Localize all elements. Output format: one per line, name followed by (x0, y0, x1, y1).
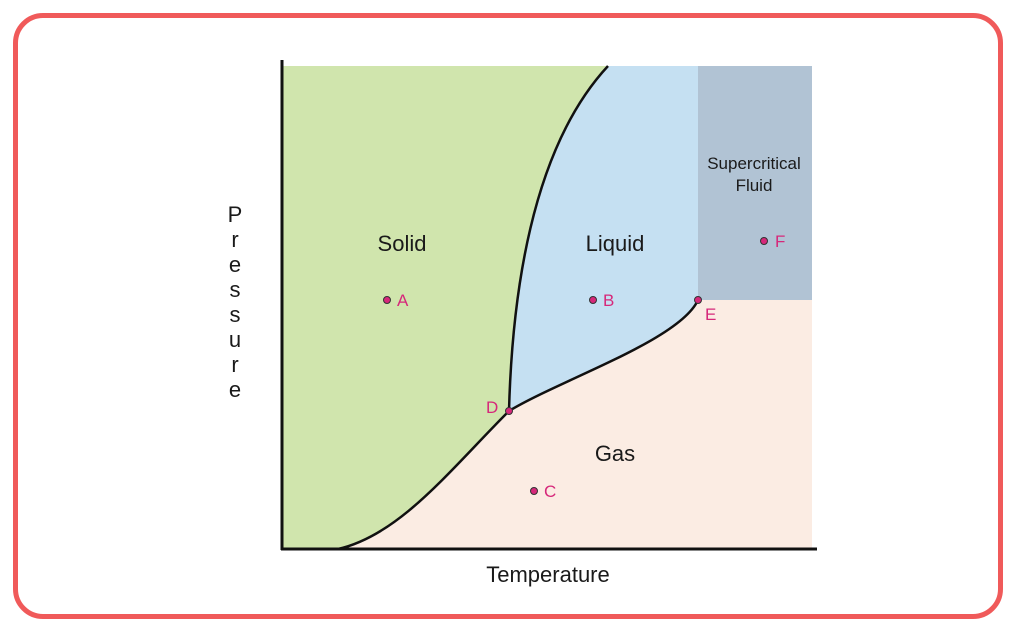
point-b-marker (589, 296, 597, 304)
x-axis-label: Temperature (486, 562, 610, 587)
point-a-label: A (397, 291, 409, 310)
y-axis-letter: u (229, 327, 241, 352)
solid-label: Solid (378, 231, 427, 256)
y-axis-label: P r e s s u r e (228, 202, 243, 402)
y-axis-letter: s (230, 302, 241, 327)
point-e-marker (694, 296, 702, 304)
point-a-marker (383, 296, 391, 304)
point-c-marker (530, 487, 538, 495)
solid-gas-boundary (337, 410, 510, 551)
liquid-label: Liquid (586, 231, 645, 256)
point-d-label: D (486, 398, 498, 417)
y-axis-letter: P (228, 202, 243, 227)
supercritical-label-line1: Supercritical (707, 154, 801, 173)
supercritical-label-line2: Fluid (736, 176, 773, 195)
y-axis-letter: e (229, 252, 241, 277)
point-d-marker (505, 407, 513, 415)
y-axis-letter: r (231, 352, 238, 377)
point-f-marker (760, 237, 768, 245)
solid-region (282, 66, 608, 549)
y-axis-letter: e (229, 377, 241, 402)
point-b-label: B (603, 291, 614, 310)
y-axis-letter: s (230, 277, 241, 302)
solid-liquid-boundary (507, 65, 609, 412)
gas-label: Gas (595, 441, 635, 466)
supercritical-region (698, 66, 812, 300)
liquid-region (509, 66, 698, 411)
point-e-label: E (705, 305, 716, 324)
point-c-label: C (544, 482, 556, 501)
liquid-gas-boundary (508, 299, 700, 413)
point-f-label: F (775, 232, 785, 251)
y-axis-letter: r (231, 227, 238, 252)
